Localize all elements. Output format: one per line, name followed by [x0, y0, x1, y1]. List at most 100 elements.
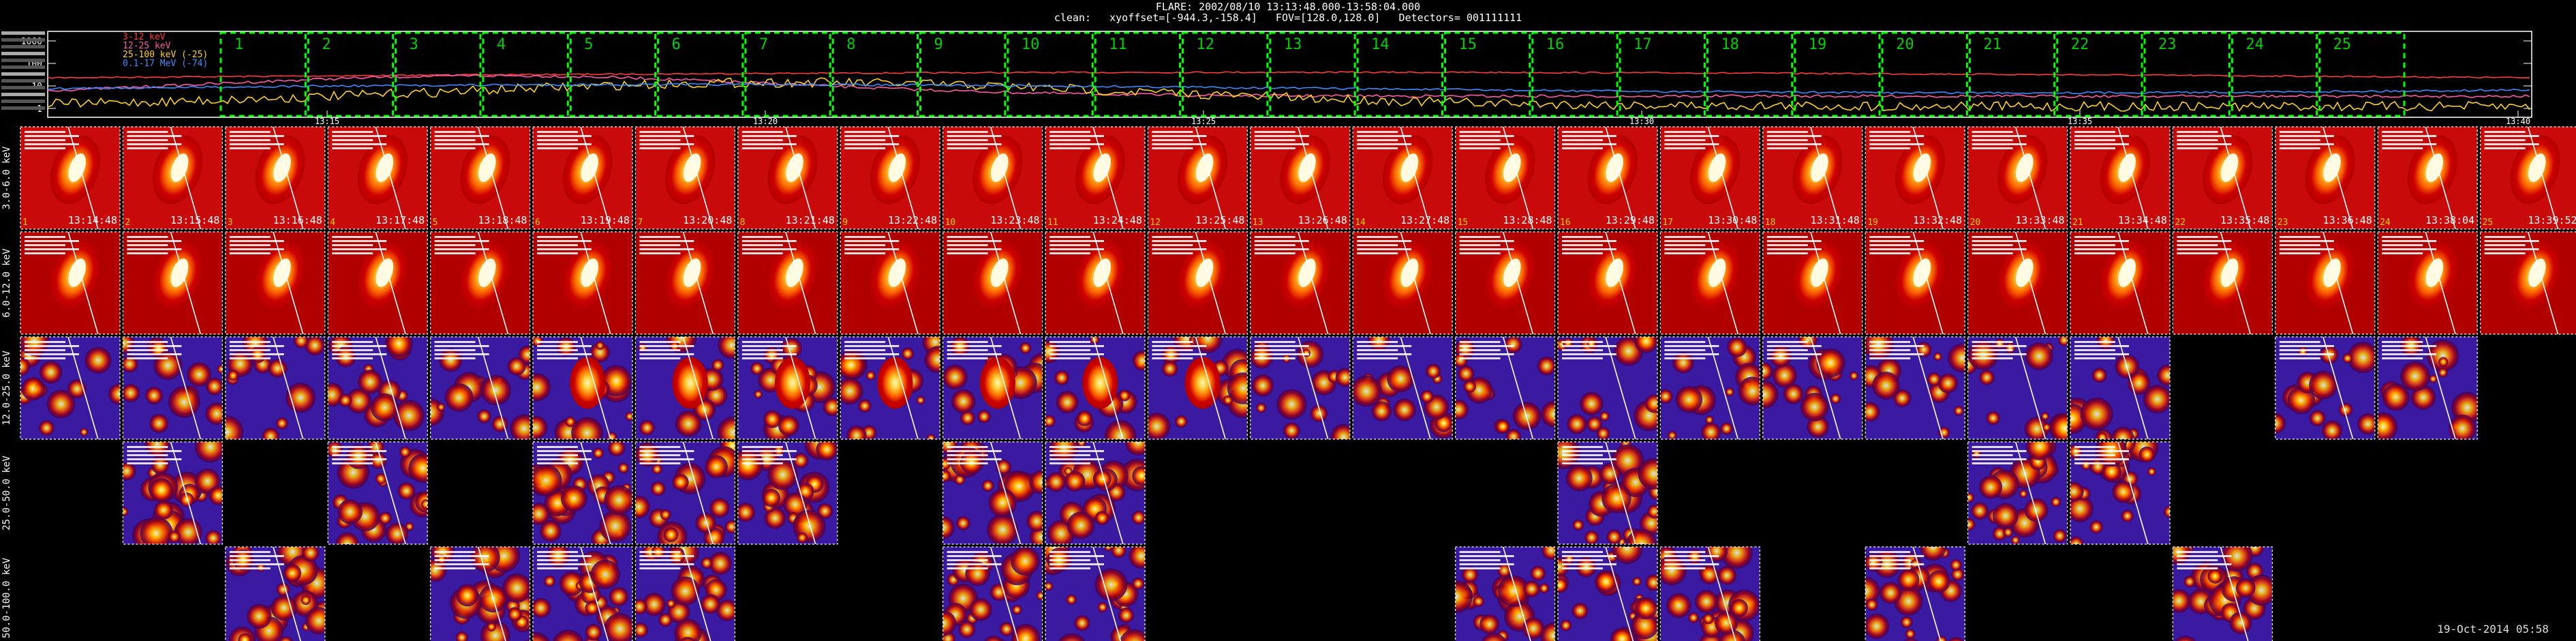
- time-window-box: [1706, 31, 1794, 117]
- info-text-line: [741, 446, 783, 448]
- noise-blob: [371, 393, 399, 422]
- noise-blob: [590, 559, 620, 590]
- noise-blob: [1094, 511, 1109, 526]
- info-text-line: [1562, 555, 1616, 557]
- noise-blob: [709, 498, 730, 518]
- info-text-line: [947, 341, 988, 343]
- noise-blob: [205, 377, 223, 396]
- noise-blob: [1539, 583, 1550, 593]
- noise-blob: [1256, 402, 1267, 413]
- info-text-line: [741, 244, 783, 246]
- info-text-line: [1972, 450, 2027, 452]
- info-text-line: [844, 244, 886, 246]
- info-text-line: [2382, 236, 2423, 238]
- noise-blob: [988, 488, 1017, 518]
- info-text-line: [1459, 341, 1501, 343]
- info-text-line: [434, 567, 476, 569]
- info-text-line: [1766, 357, 1808, 359]
- info-text-line: [2484, 143, 2539, 145]
- time-window-box: [744, 31, 831, 117]
- time-window-box: [1531, 31, 1619, 117]
- info-text-line: [741, 357, 783, 359]
- info-text-line: [537, 143, 592, 145]
- noise-blob: [1353, 375, 1382, 407]
- info-text-line: [1766, 135, 1822, 137]
- info-text-line: [1049, 252, 1090, 254]
- image-cell: [634, 231, 736, 335]
- info-text-line: [1357, 345, 1412, 347]
- image-frame: [1045, 546, 1146, 641]
- info-text-line: [537, 555, 592, 557]
- info-text-line: [537, 551, 578, 553]
- image-frame: [1659, 231, 1760, 335]
- time-window-number: 22: [2071, 36, 2089, 53]
- row-energy-label: 12.0-25.0 keV: [1, 351, 12, 426]
- noise-blob: [592, 447, 604, 459]
- info-text-line: [537, 341, 578, 343]
- image-cell: [634, 336, 736, 440]
- image-frame: [429, 126, 531, 230]
- time-window-box: [219, 31, 307, 117]
- noise-blob: [1251, 374, 1274, 397]
- noise-blob: [1738, 376, 1760, 406]
- info-text-line: [1664, 563, 1719, 565]
- legend-entry: 25-100 keV (-25): [123, 50, 208, 60]
- image-cell: [1762, 231, 1863, 335]
- info-text-line: [2382, 248, 2437, 250]
- time-window-number: 25: [2333, 36, 2352, 53]
- noise-blob: [1223, 395, 1233, 406]
- noise-blob: [477, 409, 491, 423]
- noise-blob: [1967, 518, 1976, 531]
- noise-blob: [596, 341, 604, 350]
- info-text-line: [537, 135, 592, 137]
- source-core: [2118, 153, 2136, 183]
- noise-blob: [639, 420, 655, 436]
- source-core: [1708, 153, 1726, 183]
- noise-blob: [1953, 406, 1964, 416]
- noise-blob: [301, 547, 320, 562]
- image-index-label: 17: [1662, 218, 1673, 228]
- info-text-line: [25, 139, 65, 141]
- noise-blob: [2400, 361, 2430, 391]
- noise-blob: [1056, 391, 1079, 414]
- image-time-label: 13:18:48: [478, 214, 527, 226]
- noise-blob: [1161, 360, 1178, 377]
- image-frame: [429, 546, 531, 641]
- noise-blob: [1455, 353, 1469, 368]
- noise-blob: [1586, 416, 1603, 432]
- noise-blob: [108, 383, 120, 405]
- info-text-line: [1972, 349, 2013, 351]
- noise-blob: [1660, 555, 1687, 586]
- image-cell: 13:18:48 5: [429, 126, 531, 230]
- info-text-line: [639, 244, 681, 246]
- image-frame: [122, 126, 223, 230]
- image-frame: [1352, 336, 1453, 440]
- info-text-line: [434, 244, 476, 246]
- info-text-line: [332, 240, 387, 242]
- info-text-line: [2382, 143, 2437, 145]
- noise-blob: [1631, 612, 1657, 640]
- info-text-line: [1972, 248, 2027, 250]
- info-text-line: [741, 345, 797, 347]
- noise-blob: [1092, 469, 1111, 488]
- noise-blob: [1937, 373, 1958, 393]
- noise-blob: [2111, 426, 2134, 439]
- info-text-line: [1357, 135, 1412, 137]
- noise-blob: [609, 586, 629, 607]
- source-core: [1913, 153, 1931, 183]
- image-time-label: 13:39:52: [2528, 214, 2576, 226]
- image-frame: [225, 126, 326, 230]
- info-text-line: [741, 248, 797, 250]
- noise-blob: [1473, 595, 1484, 608]
- image-frame: [1865, 126, 1965, 230]
- noise-blob: [1865, 576, 1880, 606]
- image-frame: [2070, 231, 2171, 335]
- noise-blob: [942, 364, 968, 390]
- info-text-line: [2279, 236, 2320, 238]
- image-index-label: 1: [22, 218, 28, 228]
- image-frame: [942, 126, 1043, 230]
- noise-blob: [1938, 426, 1950, 438]
- source-blob: [1184, 357, 1221, 409]
- info-text-line: [1766, 341, 1808, 343]
- noise-blob: [399, 446, 411, 458]
